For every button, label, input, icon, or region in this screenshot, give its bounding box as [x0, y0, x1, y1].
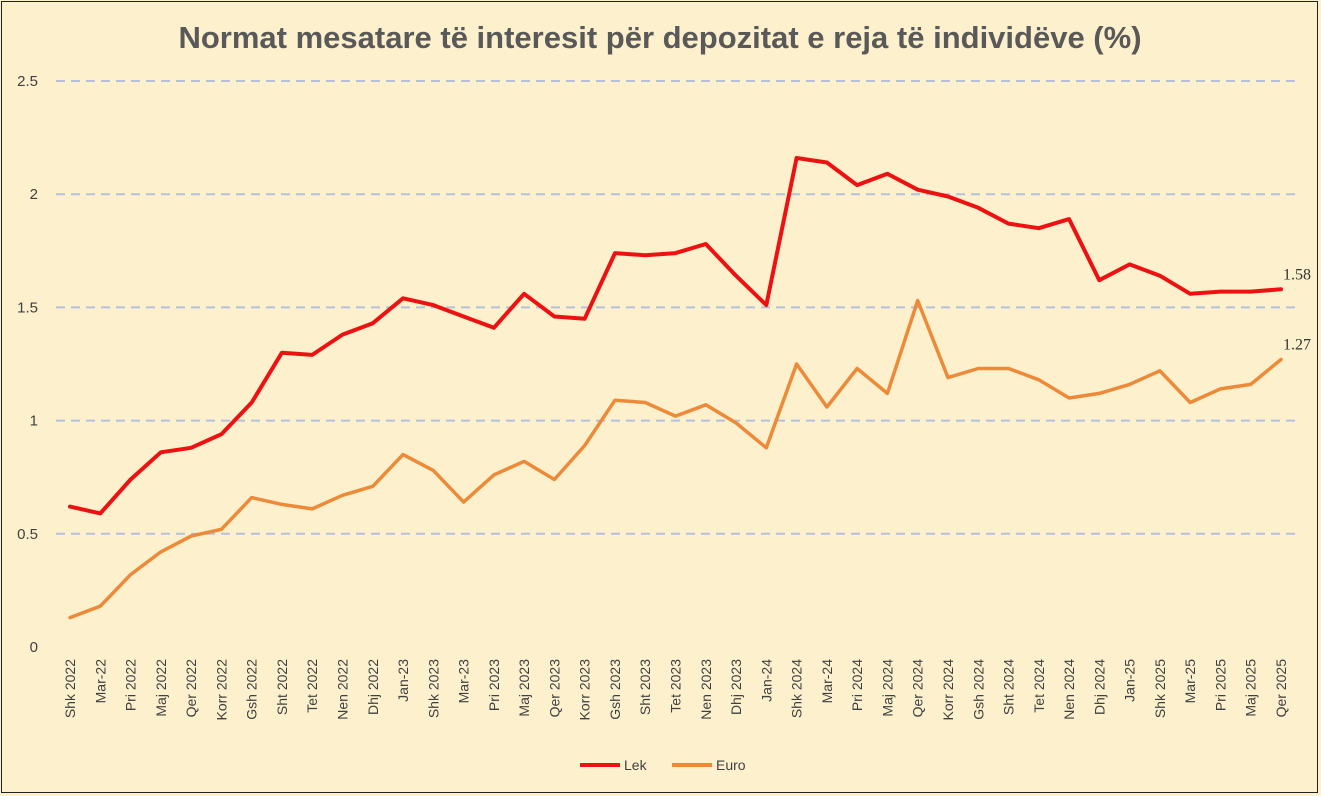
x-tick-label: Shk 2025 [1152, 659, 1168, 718]
y-tick-label: 0.5 [17, 526, 38, 543]
x-tick-label: Nen 2022 [334, 659, 350, 720]
x-tick-label: Dhj 2024 [1091, 659, 1107, 715]
x-tick-label: Korr 2023 [577, 659, 593, 721]
x-tick-label: Mar-25 [1182, 659, 1198, 704]
data-label-lek: 1.58 [1283, 266, 1311, 283]
x-tick-label: Pri 2023 [486, 659, 502, 711]
y-axis-ticks: 0 0.5 1 1.5 2 2.5 [17, 73, 38, 656]
y-tick-label: 2 [30, 186, 38, 203]
x-tick-label: Tet 2022 [304, 659, 320, 713]
series-line-euro [68, 298, 1283, 620]
x-tick-label: Qer 2023 [546, 659, 562, 718]
data-label-euro: 1.27 [1283, 336, 1311, 353]
x-tick-label: Nen 2024 [1061, 659, 1077, 720]
legend-item-euro: Euro [672, 757, 746, 773]
x-tick-label: Korr 2022 [213, 659, 229, 721]
x-tick-label: Pri 2024 [849, 659, 865, 711]
x-tick-label: Jan-23 [395, 659, 411, 702]
y-tick-label: 1 [30, 413, 38, 430]
x-tick-label: Mar-24 [819, 659, 835, 704]
x-tick-label: Sht 2024 [1001, 659, 1017, 715]
x-tick-label: Sht 2022 [274, 659, 290, 715]
x-tick-label: Qer 2022 [183, 659, 199, 718]
x-tick-label: Jan-24 [758, 659, 774, 702]
x-tick-label: Pri 2022 [123, 659, 139, 711]
x-tick-label: Gsh 2022 [244, 659, 260, 720]
x-tick-label: Maj 2023 [516, 659, 532, 717]
x-tick-label: Shk 2022 [62, 659, 78, 718]
chart-title: Normat mesatare të interesit për depozit… [178, 20, 1141, 55]
x-tick-label: Mar-23 [456, 659, 472, 704]
y-tick-label: 1.5 [17, 299, 38, 316]
x-tick-label: Qer 2025 [1273, 659, 1289, 718]
x-tick-label: Dhj 2023 [728, 659, 744, 715]
series-lines [68, 156, 1283, 620]
data-labels: 1.58 1.27 [1283, 266, 1311, 353]
x-tick-label: Jan-25 [1122, 659, 1138, 702]
legend-label-lek: Lek [624, 757, 648, 773]
x-tick-label: Maj 2025 [1243, 659, 1259, 717]
series-line-lek [68, 156, 1283, 516]
x-tick-label: Shk 2023 [425, 659, 441, 718]
x-tick-label: Maj 2024 [879, 659, 895, 717]
x-tick-label: Pri 2025 [1212, 659, 1228, 711]
y-tick-label: 2.5 [17, 73, 38, 90]
x-tick-label: Nen 2023 [698, 659, 714, 720]
x-tick-label: Gsh 2024 [970, 659, 986, 720]
x-tick-label: Tet 2023 [668, 659, 684, 713]
x-tick-label: Gsh 2023 [607, 659, 623, 720]
x-tick-label: Dhj 2022 [365, 659, 381, 715]
legend-label-euro: Euro [716, 757, 746, 773]
x-axis-ticks: Shk 2022 Mar-22 Pri 2022 Maj 2022 Qer 2022 Ko… [62, 659, 1289, 721]
x-tick-label: Qer 2024 [910, 659, 926, 718]
x-tick-label: Sht 2023 [637, 659, 653, 715]
legend: Lek Euro [580, 757, 746, 773]
x-tick-label: Mar-22 [92, 659, 108, 704]
x-tick-label: Korr 2024 [940, 659, 956, 721]
gridlines [56, 80, 1296, 535]
legend-item-lek: Lek [580, 757, 648, 773]
x-tick-label: Maj 2022 [153, 659, 169, 717]
x-tick-label: Shk 2024 [789, 659, 805, 718]
y-tick-label: 0 [30, 639, 38, 656]
x-tick-label: Tet 2024 [1031, 659, 1047, 713]
